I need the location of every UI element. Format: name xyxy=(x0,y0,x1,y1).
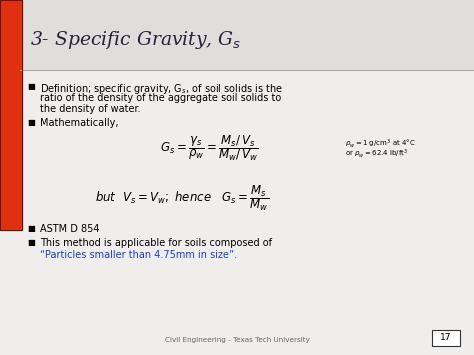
Text: 17: 17 xyxy=(440,333,452,343)
Text: Mathematically,: Mathematically, xyxy=(40,118,118,128)
Text: the density of water.: the density of water. xyxy=(40,104,141,114)
Text: $G_s = \dfrac{\gamma_s}{\rho_w} = \dfrac{M_s/\,V_s}{M_w/\,V_w}$: $G_s = \dfrac{\gamma_s}{\rho_w} = \dfrac… xyxy=(160,133,259,163)
Bar xyxy=(0,0,22,230)
Text: ratio of the density of the aggregate soil solids to: ratio of the density of the aggregate so… xyxy=(40,93,281,103)
Bar xyxy=(0,0,474,70)
Text: or $\rho_w = 62.4\ \mathrm{lb/ft^3}$: or $\rho_w = 62.4\ \mathrm{lb/ft^3}$ xyxy=(345,148,408,160)
Text: Definition; specific gravity, G$_s$, of soil solids is the: Definition; specific gravity, G$_s$, of … xyxy=(40,82,283,96)
Text: ASTM D 854: ASTM D 854 xyxy=(40,224,100,234)
Bar xyxy=(432,330,460,346)
Text: ■: ■ xyxy=(27,82,35,91)
Text: ■: ■ xyxy=(27,118,35,127)
Text: Civil Engineering - Texas Tech University: Civil Engineering - Texas Tech Universit… xyxy=(164,337,310,343)
Text: 3- Specific Gravity, G$_s$: 3- Specific Gravity, G$_s$ xyxy=(30,29,242,51)
Text: $\rho_w = 1\ \mathrm{g/cm^3}$ at 4°C: $\rho_w = 1\ \mathrm{g/cm^3}$ at 4°C xyxy=(345,137,416,149)
Bar xyxy=(0,0,22,230)
Text: $\mathit{but}\ \ V_s = V_w;\ \mathit{hence}\ \ \ G_s = \dfrac{M_s}{M_w}$: $\mathit{but}\ \ V_s = V_w;\ \mathit{hen… xyxy=(95,183,269,213)
Text: “Particles smaller than 4.75mm in size”.: “Particles smaller than 4.75mm in size”. xyxy=(40,250,237,260)
Text: This method is applicable for soils composed of: This method is applicable for soils comp… xyxy=(40,238,272,248)
Text: ■: ■ xyxy=(27,224,35,233)
Text: ■: ■ xyxy=(27,238,35,247)
